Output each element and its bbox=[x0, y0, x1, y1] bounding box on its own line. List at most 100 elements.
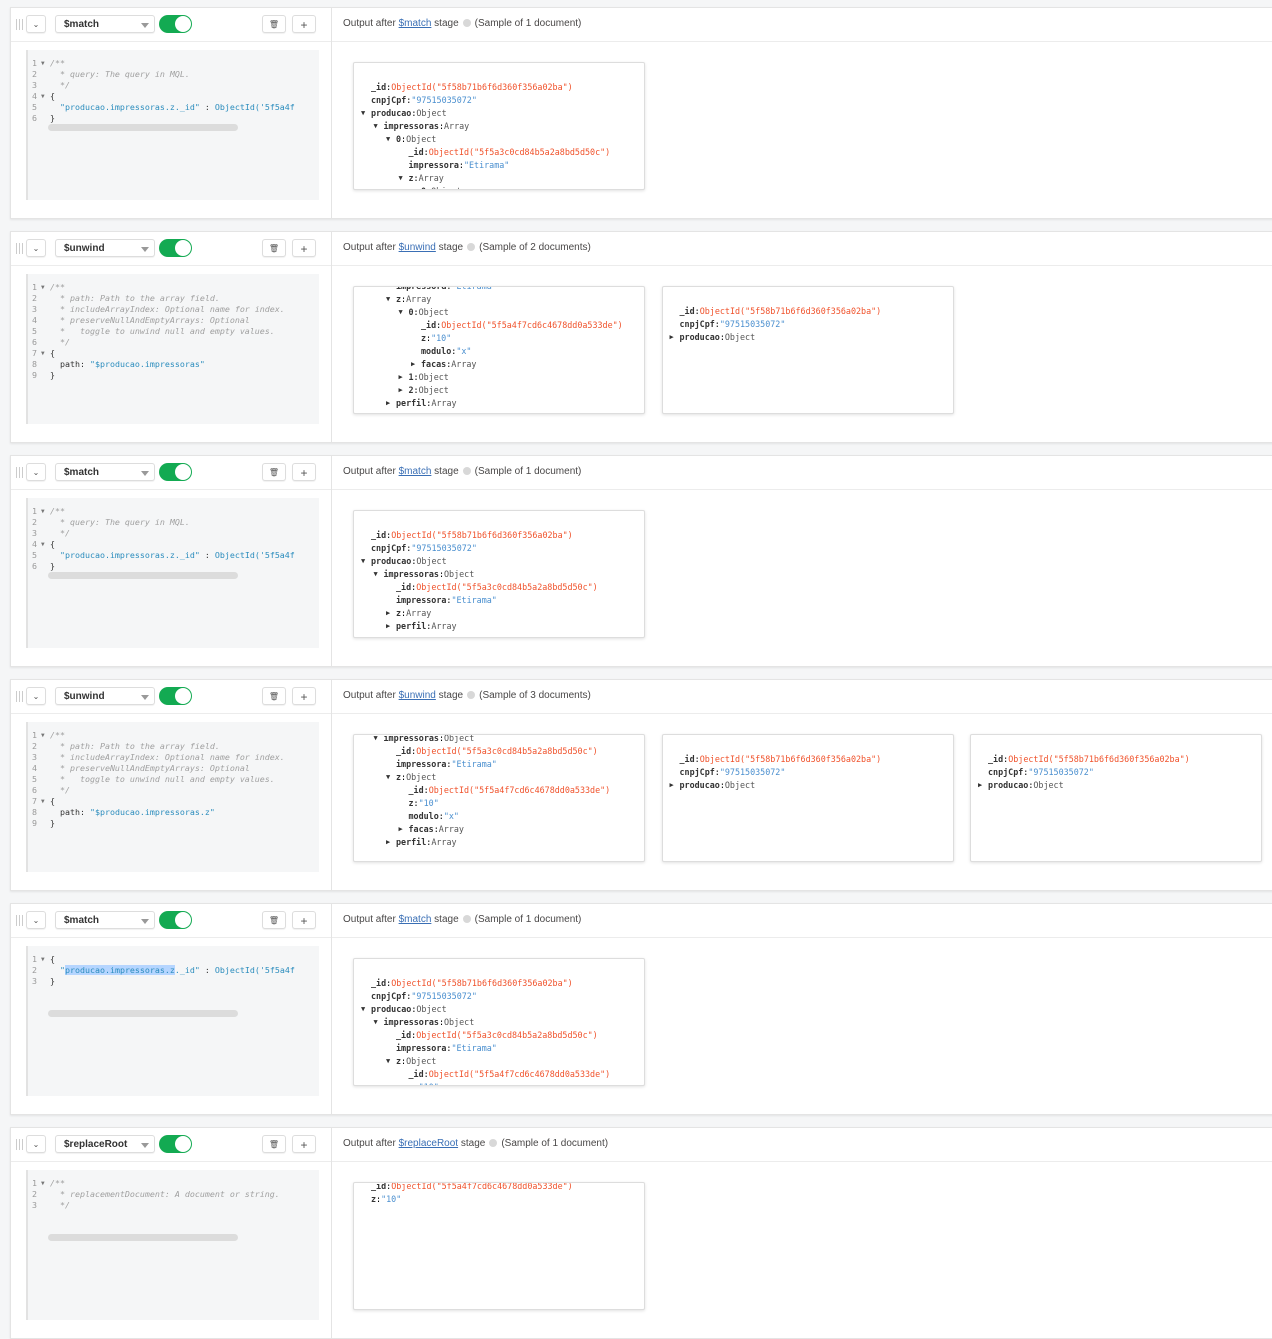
stage-operator-select[interactable]: $unwind bbox=[55, 239, 155, 257]
stage-code-editor[interactable]: 1 ▼/** 2 * query: The query in MQL. 3 */4 ▼{… bbox=[26, 50, 319, 200]
fold-arrow-icon[interactable]: ▼ bbox=[41, 956, 45, 963]
stage-operator-select[interactable]: $match bbox=[55, 15, 155, 33]
add-stage-button[interactable]: + bbox=[292, 15, 316, 33]
collapsed-arrow-icon[interactable]: ▶ bbox=[411, 360, 416, 368]
collapsed-arrow-icon[interactable]: ▶ bbox=[398, 373, 403, 381]
collapsed-arrow-icon[interactable]: ▶ bbox=[386, 622, 391, 630]
collapse-stage-button[interactable]: ⌄ bbox=[26, 1135, 46, 1153]
stage-operator-doc-link[interactable]: $match bbox=[398, 466, 432, 477]
expanded-arrow-icon[interactable]: ▼ bbox=[373, 734, 378, 742]
expanded-arrow-icon[interactable]: ▼ bbox=[361, 109, 366, 117]
stage-code-editor[interactable]: 1 ▼/** 2 * path: Path to the array field. 3… bbox=[26, 722, 319, 872]
stage-enabled-toggle[interactable] bbox=[159, 463, 192, 481]
fold-arrow-icon[interactable]: ▼ bbox=[41, 508, 45, 515]
field-colon: : bbox=[386, 82, 392, 92]
stage-operator-doc-link[interactable]: $replaceRoot bbox=[398, 1138, 459, 1149]
collapsed-arrow-icon[interactable]: ▶ bbox=[386, 399, 391, 407]
collapse-stage-button[interactable]: ⌄ bbox=[26, 911, 46, 929]
fold-arrow-icon[interactable]: ▼ bbox=[41, 541, 45, 548]
stage-code-editor[interactable]: 1 ▼/** 2 * query: The query in MQL. 3 */4 ▼{… bbox=[26, 498, 319, 648]
editor-horizontal-scrollbar[interactable] bbox=[48, 1234, 238, 1241]
drag-handle-icon[interactable] bbox=[16, 691, 24, 702]
add-stage-button[interactable]: + bbox=[292, 687, 316, 705]
drag-handle-icon[interactable] bbox=[16, 1139, 24, 1150]
collapse-stage-button[interactable]: ⌄ bbox=[26, 463, 46, 481]
stage-enabled-toggle[interactable] bbox=[159, 239, 192, 257]
collapse-stage-button[interactable]: ⌄ bbox=[26, 687, 46, 705]
delete-stage-button[interactable]: 🗑 bbox=[262, 463, 286, 481]
delete-stage-button[interactable]: 🗑 bbox=[262, 1135, 286, 1153]
collapsed-arrow-icon[interactable]: ▶ bbox=[669, 333, 674, 341]
collapsed-arrow-icon[interactable]: ▶ bbox=[398, 825, 403, 833]
info-icon[interactable] bbox=[462, 467, 471, 475]
stage-code-editor[interactable]: 1 ▼/** 2 * replacementDocument: A document… bbox=[26, 1170, 319, 1320]
fold-arrow-icon[interactable]: ▼ bbox=[41, 93, 45, 100]
collapsed-arrow-icon[interactable]: ▶ bbox=[386, 609, 391, 617]
drag-handle-icon[interactable] bbox=[16, 19, 24, 30]
stage-enabled-toggle[interactable] bbox=[159, 1135, 192, 1153]
stage-operator-doc-link[interactable]: $unwind bbox=[398, 242, 436, 253]
expanded-arrow-icon[interactable]: ▼ bbox=[386, 135, 391, 143]
stage-enabled-toggle[interactable] bbox=[159, 687, 192, 705]
stage-operator-select[interactable]: $match bbox=[55, 911, 155, 929]
expanded-arrow-icon[interactable]: ▼ bbox=[373, 122, 378, 130]
stage-code-editor[interactable]: 1 ▼/** 2 * path: Path to the array field. 3… bbox=[26, 274, 319, 424]
add-stage-button[interactable]: + bbox=[292, 911, 316, 929]
drag-handle-icon[interactable] bbox=[16, 915, 24, 926]
collapsed-arrow-icon[interactable]: ▶ bbox=[411, 185, 415, 189]
fold-arrow-icon[interactable]: ▼ bbox=[41, 284, 45, 291]
expanded-arrow-icon[interactable]: ▼ bbox=[386, 295, 391, 303]
expanded-arrow-icon[interactable]: ▼ bbox=[386, 1057, 391, 1065]
expanded-arrow-icon[interactable]: ▼ bbox=[373, 1018, 378, 1026]
stage-enabled-toggle[interactable] bbox=[159, 911, 192, 929]
field-key: z bbox=[408, 173, 414, 183]
collapse-stage-button[interactable]: ⌄ bbox=[26, 239, 46, 257]
delete-stage-button[interactable]: 🗑 bbox=[262, 687, 286, 705]
collapsed-arrow-icon[interactable]: ▶ bbox=[978, 781, 983, 789]
expanded-arrow-icon[interactable]: ▼ bbox=[386, 773, 391, 781]
expanded-arrow-icon[interactable]: ▼ bbox=[373, 570, 378, 578]
info-icon[interactable] bbox=[489, 1139, 498, 1147]
info-icon[interactable] bbox=[467, 691, 476, 699]
editor-horizontal-scrollbar[interactable] bbox=[48, 1010, 238, 1017]
field-value: "97515035072" bbox=[411, 991, 477, 1001]
collapse-stage-button[interactable]: ⌄ bbox=[26, 15, 46, 33]
add-stage-button[interactable]: + bbox=[292, 239, 316, 257]
stage-enabled-toggle[interactable] bbox=[159, 15, 192, 33]
delete-stage-button[interactable]: 🗑 bbox=[262, 15, 286, 33]
field-key: impressora bbox=[396, 1043, 447, 1053]
field-key: z bbox=[371, 1194, 377, 1204]
stage-operator-doc-link[interactable]: $match bbox=[398, 914, 432, 925]
fold-arrow-icon[interactable]: ▼ bbox=[41, 798, 45, 805]
editor-horizontal-scrollbar[interactable] bbox=[48, 124, 238, 131]
editor-horizontal-scrollbar[interactable] bbox=[48, 572, 238, 579]
collapsed-arrow-icon[interactable]: ▶ bbox=[669, 781, 674, 789]
expanded-arrow-icon[interactable]: ▼ bbox=[398, 308, 403, 316]
stage-operator-select[interactable]: $unwind bbox=[55, 687, 155, 705]
fold-arrow-icon[interactable]: ▼ bbox=[41, 732, 45, 739]
stage-operator-doc-link[interactable]: $unwind bbox=[398, 690, 436, 701]
delete-stage-button[interactable]: 🗑 bbox=[262, 239, 286, 257]
expanded-arrow-icon[interactable]: ▼ bbox=[361, 1005, 366, 1013]
info-icon[interactable] bbox=[462, 915, 471, 923]
stage-operator-doc-link[interactable]: $match bbox=[398, 18, 432, 29]
delete-stage-button[interactable]: 🗑 bbox=[262, 911, 286, 929]
drag-handle-icon[interactable] bbox=[16, 467, 24, 478]
fold-arrow-icon[interactable]: ▼ bbox=[41, 1180, 45, 1187]
add-stage-button[interactable]: + bbox=[292, 1135, 316, 1153]
stage-output-header: Output after $unwind stage (Sample of 3 d… bbox=[332, 680, 1272, 714]
info-icon[interactable] bbox=[462, 19, 471, 27]
fold-arrow-icon[interactable]: ▼ bbox=[41, 350, 45, 357]
expanded-arrow-icon[interactable]: ▼ bbox=[398, 174, 403, 182]
add-stage-button[interactable]: + bbox=[292, 463, 316, 481]
stage-operator-select[interactable]: $match bbox=[55, 463, 155, 481]
drag-handle-icon[interactable] bbox=[16, 243, 24, 254]
collapsed-arrow-icon[interactable]: ▶ bbox=[398, 386, 403, 394]
expanded-arrow-icon[interactable]: ▼ bbox=[361, 557, 366, 565]
stage-operator-select[interactable]: $replaceRoot bbox=[55, 1135, 155, 1153]
collapsed-arrow-icon[interactable]: ▶ bbox=[386, 838, 391, 846]
stage-code-editor[interactable]: 1 ▼ {2 "producao.impressoras.z._id" : Obje… bbox=[26, 946, 319, 1096]
info-icon[interactable] bbox=[467, 243, 476, 251]
fold-arrow-icon[interactable]: ▼ bbox=[41, 60, 45, 67]
code-line: 9} bbox=[28, 818, 319, 829]
